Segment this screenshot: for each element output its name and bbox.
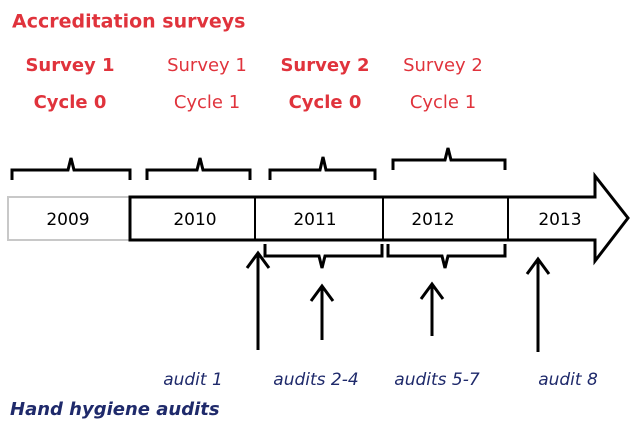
year: 2012	[411, 210, 454, 230]
bracket	[268, 156, 377, 180]
year: 2013	[538, 210, 581, 230]
year: 2009	[46, 210, 89, 230]
survey-name: Survey 1	[25, 55, 114, 76]
survey-name: Survey 2	[280, 55, 369, 76]
arrow	[245, 250, 271, 350]
bracket	[263, 244, 384, 269]
audit-label: audit 1	[163, 370, 223, 390]
survey-cycle: Cycle 1	[410, 92, 476, 113]
bracket	[10, 157, 132, 180]
arrows	[245, 250, 551, 352]
year: 2011	[293, 210, 336, 230]
arrow	[419, 281, 445, 336]
year: 2010	[173, 210, 216, 230]
year-box	[7, 196, 131, 241]
title: Accreditation surveys	[12, 11, 245, 33]
arrow	[525, 256, 551, 352]
arrow	[309, 283, 335, 340]
bracket	[391, 147, 507, 170]
bracket	[145, 157, 252, 180]
survey-name: Survey 1	[167, 55, 247, 76]
bracket	[386, 244, 507, 269]
footer: Hand hygiene audits	[10, 399, 220, 420]
audit-label: audit 8	[538, 370, 598, 390]
survey-name: Survey 2	[403, 55, 483, 76]
survey-cycle: Cycle 0	[34, 92, 107, 113]
audit-label: audits 5-7	[394, 370, 480, 390]
audit-label: audits 2-4	[273, 370, 358, 390]
survey-cycle: Cycle 0	[289, 92, 362, 113]
survey-cycle: Cycle 1	[174, 92, 240, 113]
